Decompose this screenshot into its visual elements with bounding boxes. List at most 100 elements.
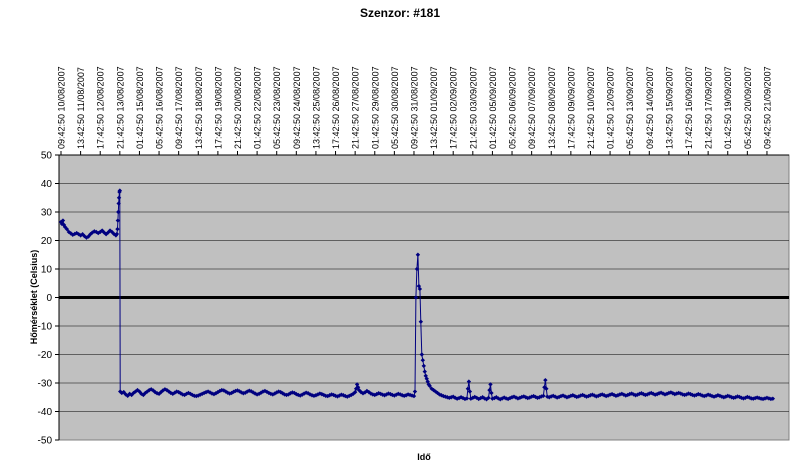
data-point [139,391,144,397]
data-point [542,385,547,390]
x-tick-label: 21:42:50 27/08/2007 [351,66,361,149]
x-tick-label: 13:42:50 11/08/2007 [76,67,86,149]
y-axis: 50 40 30 20 10 0 -10 -20 -30 -40 -50 [38,151,60,447]
data-point [770,396,776,401]
data-point [527,395,532,400]
data-point [643,392,648,398]
x-tick-label: 13:42:50 15/09/2007 [664,66,674,149]
data-point [541,393,546,399]
data-point [574,394,579,400]
chart-title: Szenzor: #181 [360,6,440,20]
data-point [123,392,128,397]
data-point [619,391,625,397]
x-tick-label: 01:42:50 05/09/2007 [488,66,498,149]
y-tick-label: 0 [46,293,52,304]
data-point [467,389,473,394]
data-point [543,377,548,383]
data-point [623,393,628,398]
data-point [539,394,544,399]
data-point [611,392,617,398]
y-tick-label: -30 [38,379,53,390]
y-tick-label: 30 [41,208,53,219]
data-point [417,286,423,292]
data-point [696,391,701,397]
grid-lines [59,183,789,412]
x-tick-label: 17:42:50 09/09/2007 [566,66,576,149]
data-point [723,394,728,399]
x-tick-label: 21:42:50 13/08/2007 [115,66,125,149]
data-point [411,393,417,399]
data-point [627,391,632,397]
data-point [421,363,426,369]
data-point [607,392,613,397]
temperature-series-points [58,188,776,402]
data-point [731,395,736,401]
data-point [715,393,721,398]
x-tick-label: 21:42:50 20/08/2007 [233,66,243,149]
data-point [711,394,717,399]
data-point [489,390,494,396]
data-point [639,391,644,396]
data-point [544,386,549,391]
data-point [751,396,756,401]
data-point [735,394,740,399]
data-point [419,352,425,357]
x-tick-label: 13:42:50 18/08/2007 [194,66,204,149]
data-point [60,218,66,223]
y-tick-label: -40 [38,407,53,418]
data-point [487,387,492,393]
x-tick-label: 21:42:50 17/09/2007 [704,66,714,149]
data-point [558,393,564,399]
data-point [182,392,187,398]
x-axis: 09:42:50 10/08/2007 13:42:50 11/08/2007 17… [57,66,789,156]
x-tick-label: 09:42:50 21/09/2007 [762,66,772,149]
data-point [418,319,424,324]
y-tick-label: -10 [38,322,53,333]
x-tick-label: 13:42:50 01/09/2007 [429,66,439,149]
data-point [586,393,591,399]
data-point [64,226,70,232]
data-point [580,392,585,398]
data-point [747,395,752,400]
y-tick-label: 40 [41,179,53,190]
x-tick-label: 01:42:50 12/09/2007 [606,66,616,149]
data-point [465,386,471,391]
data-point [225,390,230,395]
data-point [570,393,576,398]
data-point [631,392,636,397]
x-tick-label: 01:42:50 15/08/2007 [135,66,145,149]
y-tick-label: 20 [41,236,53,247]
data-point [219,387,225,393]
data-point [668,390,674,395]
data-point [114,231,120,237]
x-tick-label: 01:42:50 29/08/2007 [370,66,380,149]
data-point [615,393,621,398]
x-tick-label: 05:42:50 20/09/2007 [743,66,753,149]
data-point [488,382,493,387]
x-tick-label: 17:42:50 19/08/2007 [213,66,223,149]
data-point [68,231,74,236]
data-point [117,188,123,193]
x-tick-label: 05:42:50 16/08/2007 [155,66,165,149]
y-tick-label: -20 [38,350,53,361]
data-point [420,358,426,363]
data-point [121,389,126,395]
x-tick-label: 05:42:50 30/08/2007 [390,66,400,149]
data-point [700,393,705,398]
data-point [427,383,432,389]
data-point [727,394,732,399]
data-point [737,394,742,400]
data-point [745,394,750,400]
x-tick-label: 21:42:50 03/09/2007 [468,66,478,149]
x-tick-label: 09:42:50 07/09/2007 [527,66,537,149]
data-point [635,392,640,397]
data-point [135,387,140,393]
data-point [535,395,540,401]
data-point [662,392,668,397]
data-point [227,391,232,396]
data-point [666,390,672,396]
y-axis-title: Hőmérséklet (Celsius) [29,250,39,345]
y-tick-label: -50 [38,436,53,447]
data-point [576,394,581,399]
